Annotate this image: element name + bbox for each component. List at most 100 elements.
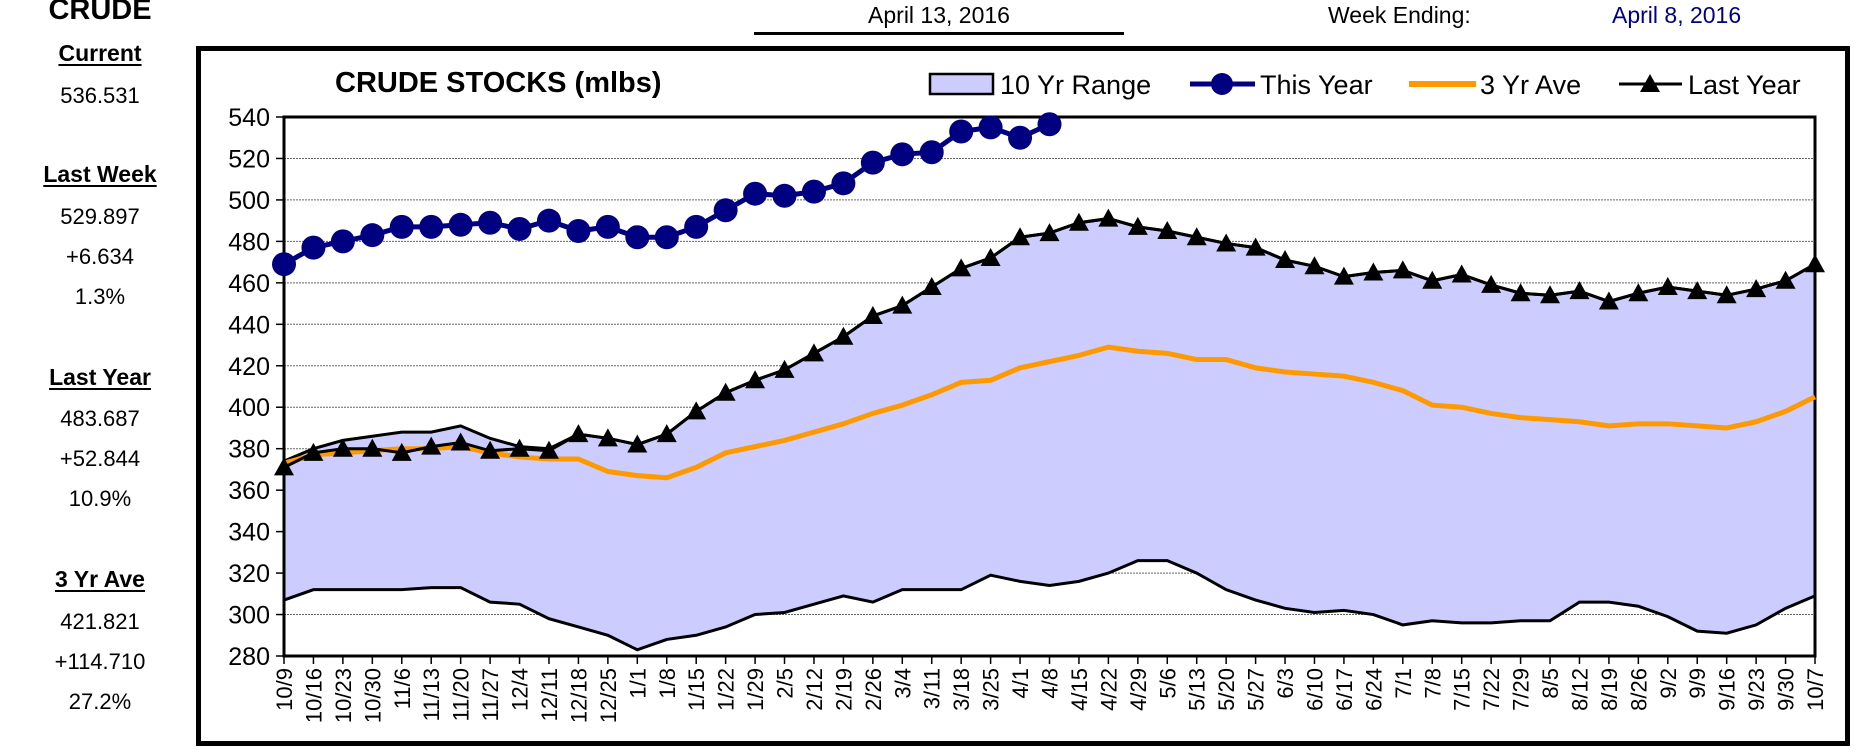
x-tick-label: 1/29	[743, 668, 768, 711]
last-year-marker	[1333, 266, 1354, 285]
this-year-marker	[507, 216, 532, 241]
this-year-marker	[831, 171, 856, 196]
this-year-marker	[1037, 112, 1062, 137]
this-year-marker	[536, 208, 561, 233]
this-year-marker	[478, 210, 503, 235]
x-tick-label: 4/1	[1008, 668, 1033, 699]
x-tick-label: 4/29	[1126, 668, 1151, 711]
y-tick-label: 460	[228, 270, 270, 298]
last-year-marker	[1451, 264, 1472, 283]
x-tick-label: 10/16	[301, 668, 326, 723]
three-yr-pct: 27.2%	[68, 689, 132, 714]
last-year-marker	[833, 326, 854, 345]
chart-frame	[196, 46, 1850, 746]
this-year-marker	[860, 150, 885, 175]
last-year-marker	[1245, 237, 1266, 256]
y-tick-label: 520	[228, 145, 270, 173]
x-tick-label: 1/1	[625, 668, 650, 699]
last-year-marker	[1157, 221, 1178, 240]
x-tick-label: 3/4	[890, 668, 915, 699]
x-tick-label: 7/15	[1450, 668, 1475, 711]
x-tick-label: 2/19	[831, 668, 856, 711]
three-yr-change: +114.710	[54, 649, 146, 674]
last-year-marker	[1216, 233, 1237, 252]
last-year-marker	[1628, 283, 1649, 302]
three-yr-ave-line	[283, 344, 1817, 481]
last-year-marker	[892, 295, 913, 314]
legend-label-last-year: Last Year	[1688, 70, 1801, 100]
last-year-marker	[332, 438, 353, 457]
last-year-marker	[274, 457, 294, 476]
current-label: Current	[58, 40, 142, 66]
this-year-marker	[919, 140, 944, 165]
x-tick-label: 11/20	[449, 668, 474, 721]
y-tick-label: 380	[228, 436, 270, 464]
x-tick-label: 10/23	[331, 668, 356, 723]
last-year-marker	[362, 438, 383, 457]
y-tick-label: 340	[228, 519, 270, 547]
last-year-marker	[1304, 256, 1325, 275]
last-year-marker	[597, 428, 618, 447]
y-tick-label: 360	[228, 477, 270, 505]
x-tick-label: 10/7	[1803, 668, 1828, 711]
this-year-marker	[448, 212, 473, 237]
x-tick-label: 6/10	[1302, 668, 1327, 711]
this-year-marker	[595, 214, 620, 239]
last-year-marker	[1805, 254, 1825, 273]
last-year-marker	[480, 440, 501, 459]
this-year-marker	[801, 179, 826, 204]
last-year-marker	[303, 442, 324, 461]
plot-area: 280 300 320 340 360 380 400 420 440 460 480 500 520 5…	[228, 104, 1828, 723]
last-year-marker	[1540, 285, 1561, 304]
last-week-change: +6.634	[66, 244, 134, 269]
last-year-marker	[1186, 227, 1207, 246]
y-tick-label: 500	[228, 187, 270, 215]
last-year-marker	[1363, 262, 1384, 281]
three-yr-value: 421.821	[60, 609, 140, 634]
last-year-marker	[1098, 208, 1119, 227]
this-year-marker	[654, 225, 679, 250]
last-year-marker	[1598, 291, 1619, 310]
x-tick-label: 11/13	[419, 668, 444, 721]
report-date: April 13, 2016	[868, 2, 1010, 28]
x-tick-label: 4/15	[1067, 668, 1092, 711]
last-week-pct: 1.3%	[74, 284, 126, 309]
x-tick-label: 1/8	[655, 668, 680, 699]
three-yr-label: 3 Yr Ave	[55, 566, 145, 592]
last-year-marker	[1746, 279, 1767, 298]
x-tick-label: 7/29	[1509, 668, 1534, 711]
last-year-marker	[951, 258, 972, 277]
last-year-marker	[1127, 216, 1148, 235]
x-tick-label: 5/6	[1155, 668, 1180, 699]
last-year-pct: 10.9%	[68, 486, 132, 511]
last-year-marker	[1657, 276, 1678, 295]
last-year-marker	[774, 359, 795, 378]
last-year-marker	[450, 432, 471, 451]
x-tick-label: 2/26	[861, 668, 886, 711]
x-tick-label: 8/19	[1597, 668, 1622, 711]
last-year-marker	[1687, 281, 1708, 300]
last-year-marker	[1275, 250, 1296, 269]
x-tick-label: 8/26	[1626, 668, 1651, 711]
x-tick-label: 11/6	[390, 668, 415, 709]
y-tick-label: 400	[228, 394, 270, 422]
last-year-marker	[980, 247, 1001, 266]
y-tick-label: 480	[228, 228, 270, 256]
x-tick-label: 9/16	[1715, 668, 1740, 711]
legend: 10 Yr Range This Year 3 Yr Ave Last Year	[928, 70, 1801, 100]
x-tick-label: 4/8	[1038, 668, 1063, 699]
x-tick-label: 6/24	[1361, 668, 1386, 711]
x-tick-label: 7/22	[1479, 668, 1504, 711]
last-year-marker	[421, 436, 442, 455]
y-tick-label: 300	[228, 602, 270, 630]
this-year-marker	[949, 119, 974, 144]
last-year-marker	[686, 401, 707, 420]
x-tick-label: 8/5	[1538, 668, 1563, 699]
this-year-marker	[743, 181, 768, 206]
last-year-marker	[1392, 260, 1413, 279]
ten-yr-range-area	[284, 218, 1815, 650]
y-tick-label: 280	[228, 643, 270, 671]
legend-marker-this-year	[1211, 73, 1233, 95]
x-tick-label: 3/11	[920, 668, 945, 709]
x-tick-label: 11/27	[478, 668, 503, 721]
